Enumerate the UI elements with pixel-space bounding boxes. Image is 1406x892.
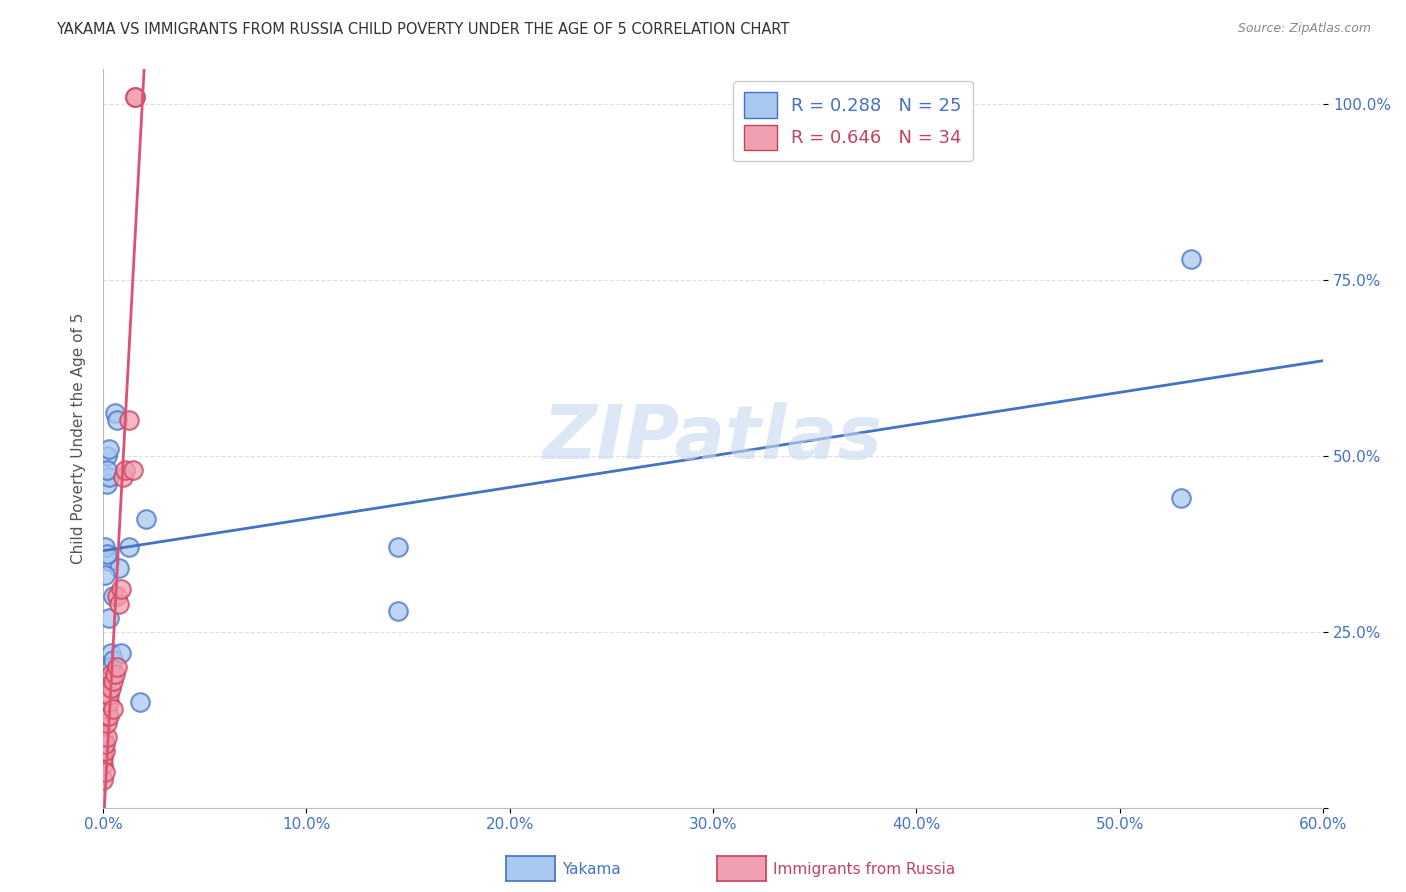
Point (1180, 252, 1202, 266)
Point (94, 744, 117, 758)
Point (98, 470, 121, 484)
Point (101, 653, 124, 667)
Point (110, 582, 132, 597)
Point (1170, 491, 1192, 505)
Point (91, 772, 114, 787)
Point (98, 442, 121, 456)
Point (105, 660, 128, 674)
Point (98, 610, 121, 624)
Point (105, 590, 128, 604)
Point (94, 568, 117, 582)
Point (100, 667, 122, 681)
Point (96, 673, 118, 688)
Point (91, 744, 114, 758)
Text: YAKAMA VS IMMIGRANTS FROM RUSSIA CHILD POVERTY UNDER THE AGE OF 5 CORRELATION CH: YAKAMA VS IMMIGRANTS FROM RUSSIA CHILD P… (56, 22, 790, 37)
Point (118, 540, 141, 554)
Legend: R = 0.288   N = 25, R = 0.646   N = 34: R = 0.288 N = 25, R = 0.646 N = 34 (734, 81, 973, 161)
Y-axis label: Child Poverty Under the Age of 5: Child Poverty Under the Age of 5 (72, 312, 86, 564)
Point (118, 413, 141, 427)
Point (98, 688, 121, 702)
Point (94, 737, 117, 751)
Point (96, 709, 118, 723)
Point (124, 89, 146, 103)
Point (96, 702, 118, 716)
Point (94, 695, 117, 709)
Text: ZIPatlas: ZIPatlas (543, 401, 883, 475)
Point (100, 660, 122, 674)
Point (114, 463, 136, 477)
Point (98, 554, 121, 568)
Point (104, 407, 127, 421)
Point (96, 731, 118, 745)
Text: Source: ZipAtlas.com: Source: ZipAtlas.com (1237, 22, 1371, 36)
Text: Immigrants from Russia: Immigrants from Russia (773, 863, 956, 877)
Point (98, 695, 121, 709)
Point (108, 561, 131, 575)
Point (105, 413, 128, 427)
Point (96, 716, 118, 731)
Point (387, 603, 409, 617)
Text: Yakama: Yakama (562, 863, 621, 877)
Point (101, 673, 124, 688)
Point (128, 695, 150, 709)
Point (100, 681, 122, 695)
Point (96, 463, 118, 477)
Point (101, 590, 124, 604)
Point (94, 540, 117, 554)
Point (110, 646, 132, 660)
Point (135, 512, 157, 526)
Point (94, 709, 117, 723)
Point (112, 470, 135, 484)
Point (91, 758, 114, 772)
Point (96, 476, 118, 491)
Point (96, 449, 118, 463)
Point (94, 765, 117, 780)
Point (96, 547, 118, 561)
Point (98, 709, 121, 723)
Point (96, 688, 118, 702)
Point (124, 89, 146, 103)
Point (100, 646, 122, 660)
Point (101, 702, 124, 716)
Point (122, 463, 145, 477)
Point (387, 540, 409, 554)
Point (91, 751, 114, 765)
Point (104, 667, 127, 681)
Point (108, 597, 131, 611)
Point (91, 731, 114, 745)
